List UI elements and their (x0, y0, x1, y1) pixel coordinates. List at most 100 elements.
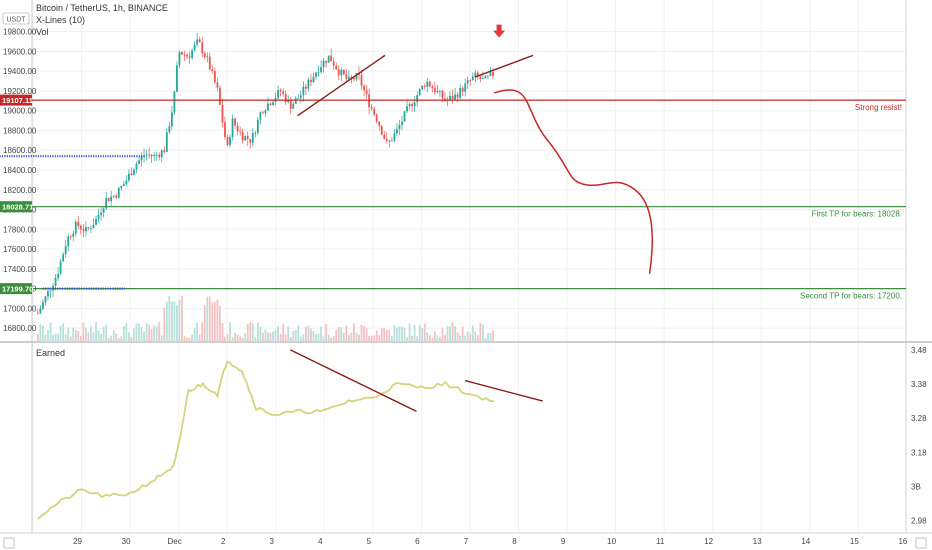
volume-bar (208, 296, 211, 342)
price-tags: 19107.11 18028.71 17199.70 (0, 94, 33, 295)
price-tick-label: 19600.00 (3, 47, 37, 56)
candle-body (423, 85, 426, 87)
candle-body (464, 83, 467, 92)
time-tick-label: 30 (122, 537, 131, 546)
down-arrow-icon[interactable] (493, 24, 506, 38)
candle-body (59, 261, 62, 274)
volume-bar (178, 299, 181, 342)
candle-body (325, 60, 328, 63)
volume-bar (365, 328, 368, 342)
candle-body (466, 80, 469, 84)
volume-bar (408, 323, 411, 342)
currency-badge (2, 12, 30, 25)
candle-body (262, 112, 264, 114)
candle-body (176, 65, 178, 92)
candle-body (211, 69, 214, 72)
candle-body (206, 56, 209, 58)
volume-bar (67, 327, 70, 342)
candle-body (181, 51, 183, 55)
trendline[interactable] (474, 54, 534, 78)
volume-bars (36, 296, 494, 342)
trendline[interactable] (290, 349, 417, 412)
volume-bar (312, 330, 315, 342)
candle-body (170, 112, 173, 127)
candle-body (153, 154, 156, 157)
level-annotation: Strong resist! (855, 103, 902, 112)
volume-bar (264, 329, 267, 342)
volume-bar (84, 327, 87, 342)
candle-body (229, 136, 231, 145)
volume-bar (115, 333, 118, 342)
price-tag-label: 18028.71 (2, 203, 33, 212)
candle-body (481, 78, 484, 80)
candle-body (312, 76, 315, 83)
timezone-button[interactable] (3, 537, 15, 549)
volume-bar (219, 305, 221, 342)
candle-body (219, 87, 221, 105)
candle-body (198, 39, 201, 43)
volume-bar (423, 323, 426, 342)
volume-bar (77, 330, 80, 342)
volume-bar (186, 337, 188, 342)
candle-body (82, 229, 85, 232)
candle-body (416, 95, 419, 103)
projection-curve[interactable] (493, 89, 654, 274)
candle-body (320, 66, 322, 73)
volume-bar (418, 324, 421, 342)
candle-body (454, 94, 456, 100)
volume-bar (428, 335, 431, 342)
candle-body (201, 42, 204, 54)
volume-bar (181, 296, 183, 342)
candle-body (226, 137, 229, 145)
time-tick-label: 13 (753, 537, 762, 546)
candle-body (188, 56, 191, 58)
volume-bar (39, 323, 42, 342)
volume-bar (416, 336, 419, 342)
volume-bar (294, 330, 297, 342)
candle-body (444, 98, 446, 101)
candle-body (487, 75, 489, 77)
candle-body (254, 132, 257, 134)
candle-body (221, 104, 224, 123)
price-tag-label: 17199.70 (2, 285, 33, 294)
volume-bar (380, 328, 383, 342)
volume-bar (54, 333, 57, 342)
volume-bar (135, 323, 138, 342)
candle-body (193, 44, 196, 51)
candle-body (375, 114, 378, 122)
volume-bar (234, 333, 236, 342)
volume-bar (145, 323, 148, 342)
volume-bar (479, 322, 482, 342)
indicator-xlines-label[interactable]: X-Lines (10) (36, 15, 85, 25)
volume-bar (322, 336, 325, 342)
volume-bar (256, 322, 259, 342)
volume-bar (345, 325, 348, 342)
price-tag (0, 201, 32, 213)
volume-bar (310, 328, 312, 342)
earned-tick-label: 3.38 (911, 380, 927, 389)
candle-body (95, 218, 97, 225)
volume-bar (140, 327, 143, 342)
time-tick-label: 6 (415, 537, 420, 546)
volume-bar (474, 331, 477, 342)
candle-body (165, 132, 168, 152)
candle-body (310, 79, 312, 83)
candle-body (370, 107, 373, 109)
trendline[interactable] (464, 379, 543, 402)
candle-body (439, 90, 441, 92)
indicator-vol-label[interactable]: Vol (36, 27, 49, 37)
volume-bar (148, 324, 151, 342)
trendline[interactable] (297, 54, 386, 117)
symbol-title[interactable]: Bitcoin / TetherUS, 1h, BINANCE (36, 3, 168, 13)
candle-body (87, 227, 90, 229)
earned-pane-title[interactable]: Earned (36, 348, 65, 358)
volume-bar (282, 324, 285, 342)
volume-bar (87, 332, 90, 342)
volume-bar (102, 326, 105, 342)
auto-scale-button[interactable] (915, 537, 927, 549)
time-axis-ticks: 29 30 Dec 2 3 4 5 6 7 8 9 10 11 12 13 14 15 16 (73, 537, 908, 546)
candle-body (42, 302, 44, 309)
volume-bar (390, 336, 393, 342)
volume-bar (481, 324, 484, 342)
price-tag-label: 19107.11 (2, 96, 33, 105)
